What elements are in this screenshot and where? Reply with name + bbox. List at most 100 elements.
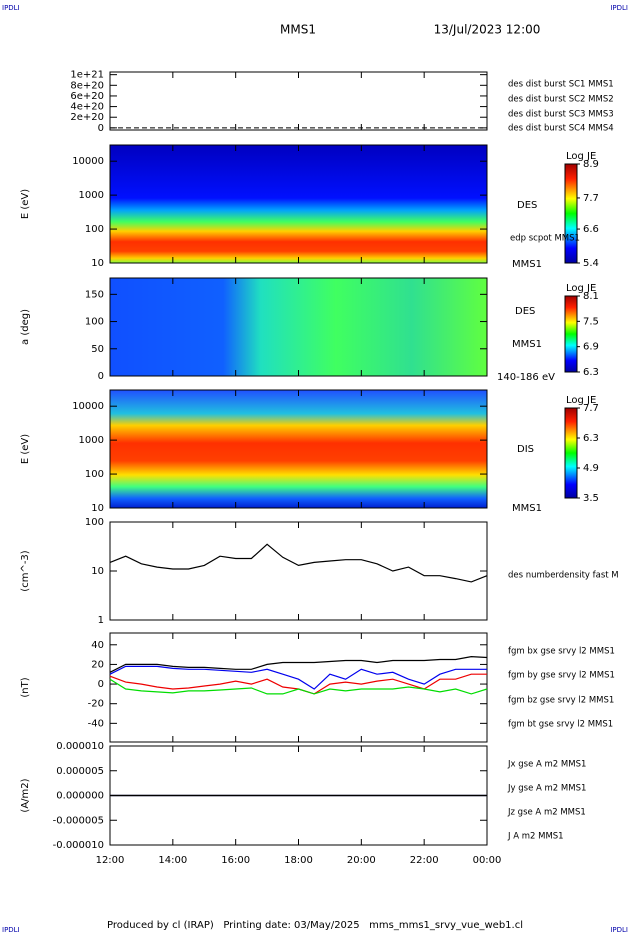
y-axis-label: (cm^-3) (20, 550, 31, 591)
y-tick-label: -0.000005 (53, 815, 104, 826)
colorbar-tick-label: 5.4 (583, 258, 599, 269)
y-tick-label: 10 (91, 566, 104, 577)
y-tick-label: 1e+21 (70, 70, 104, 81)
colorbar (564, 407, 578, 499)
corner-label: IPDLI (610, 4, 628, 12)
y-tick-label: 10000 (72, 156, 104, 167)
legend-entry: Jx gse A m2 MMS1 (507, 760, 586, 770)
panel-label: 140-186 eV (497, 372, 555, 383)
x-tick-label: 14:00 (158, 855, 187, 866)
colorbar-title: Log JE (566, 283, 596, 294)
y-tick-label: 4e+20 (70, 102, 104, 113)
colorbar-title: Log JE (566, 395, 596, 406)
series-line (109, 673, 487, 695)
y-tick-label: 2e+20 (70, 112, 104, 123)
y-tick-label: 50 (91, 344, 104, 355)
x-tick-label: 00:00 (473, 855, 502, 866)
colorbar (564, 163, 578, 264)
spectrogram (110, 145, 487, 263)
y-tick-label: 100 (85, 469, 104, 480)
corner-label: IPDLI (2, 4, 20, 12)
x-tick-label: 20:00 (347, 855, 376, 866)
series-line (109, 678, 488, 695)
legend-entry: fgm bx gse srvy l2 MMS1 (508, 647, 615, 657)
y-tick-label: 10000 (72, 401, 104, 412)
y-tick-label: 0 (98, 371, 104, 382)
y-tick-label: 1 (98, 615, 104, 626)
panel-frame (109, 71, 488, 131)
legend-entry: Jy gse A m2 MMS1 (507, 784, 586, 794)
x-tick-label: 16:00 (221, 855, 250, 866)
spectrogram (110, 390, 487, 508)
y-tick-label: 0 (98, 679, 104, 690)
panel-label: MMS1 (512, 339, 542, 350)
legend-entry: fgm bt gse srvy l2 MMS1 (508, 720, 613, 730)
x-tick-label: 22:00 (410, 855, 439, 866)
legend-entry: des dist burst SC3 MMS3 (508, 110, 614, 120)
legend-entry: des dist burst SC4 MMS4 (508, 124, 614, 134)
spacecraft: MMS1 (280, 23, 316, 37)
y-tick-label: 100 (85, 317, 104, 328)
panel-label: DIS (517, 444, 534, 455)
colorbar-tick-label: 6.3 (583, 367, 599, 378)
legend-entry: des numberdensity fast M (508, 571, 619, 581)
x-tick-label: 12:00 (96, 855, 125, 866)
colorbar (564, 295, 578, 373)
y-axis-label: (A/m2) (20, 778, 31, 812)
colorbar-tick-label: 4.9 (583, 463, 599, 474)
y-tick-label: -0.000010 (53, 840, 104, 851)
y-tick-label: 8e+20 (70, 80, 104, 91)
footer: Produced by cl (IRAP) Printing date: 03/… (107, 920, 523, 931)
y-tick-label: 150 (85, 289, 104, 300)
panel-frame (109, 632, 488, 743)
spectrogram (110, 278, 487, 376)
y-tick-label: 10 (91, 503, 104, 514)
y-tick-label: 1000 (79, 190, 104, 201)
y-tick-label: -20 (88, 699, 104, 710)
y-axis-label: (nT) (20, 677, 31, 697)
series-line (109, 543, 488, 583)
colorbar-tick-label: 7.7 (583, 403, 599, 414)
y-axis-label: E (eV) (20, 434, 31, 464)
y-tick-label: 20 (91, 659, 104, 670)
y-axis-label: a (deg) (20, 309, 31, 345)
y-tick-label: 0.000005 (56, 766, 104, 777)
corner-label: IPDLI (610, 926, 628, 934)
y-tick-label: 1000 (79, 435, 104, 446)
y-tick-label: 10 (91, 258, 104, 269)
y-tick-label: 0.000000 (56, 791, 104, 802)
colorbar-tick-label: 7.5 (583, 316, 599, 327)
x-tick-label: 18:00 (284, 855, 313, 866)
panel-label: DES (515, 306, 535, 317)
y-tick-label: 100 (85, 224, 104, 235)
y-tick-label: 0 (98, 123, 104, 134)
colorbar-title: Log JE (566, 151, 596, 162)
y-axis-label: E (eV) (20, 189, 31, 219)
colorbar-tick-label: 3.5 (583, 493, 599, 504)
panel-label: DES (517, 200, 537, 211)
y-tick-label: 40 (91, 640, 104, 651)
y-tick-label: -40 (88, 718, 104, 729)
datetime: 13/Jul/2023 12:00 (434, 23, 541, 37)
colorbar-tick-label: 7.7 (583, 193, 599, 204)
corner-label: IPDLI (2, 926, 20, 934)
panel-frame (109, 521, 488, 621)
colorbar-tick-label: 8.1 (583, 291, 599, 302)
legend-entry: Jz gse A m2 MMS1 (507, 808, 586, 818)
colorbar-tick-label: 6.9 (583, 342, 599, 353)
legend-entry: J A m2 MMS1 (507, 832, 564, 842)
series-line (109, 665, 487, 690)
colorbar-tick-label: 8.9 (583, 159, 599, 170)
y-tick-label: 0.000010 (56, 741, 104, 752)
panel-label: MMS1 (512, 503, 542, 514)
colorbar-tick-label: 6.6 (583, 224, 599, 235)
colorbar-tick-label: 6.3 (583, 433, 599, 444)
panel-label: MMS1 (512, 259, 542, 270)
legend-entry: des dist burst SC2 MMS2 (508, 95, 614, 105)
legend-entry: fgm bz gse srvy l2 MMS1 (508, 696, 614, 706)
legend-entry: des dist burst SC1 MMS1 (508, 80, 614, 90)
series-line (109, 655, 488, 673)
legend-entry: fgm by gse srvy l2 MMS1 (508, 671, 615, 681)
instrument-note: edp scpot MMS1 (510, 234, 580, 244)
